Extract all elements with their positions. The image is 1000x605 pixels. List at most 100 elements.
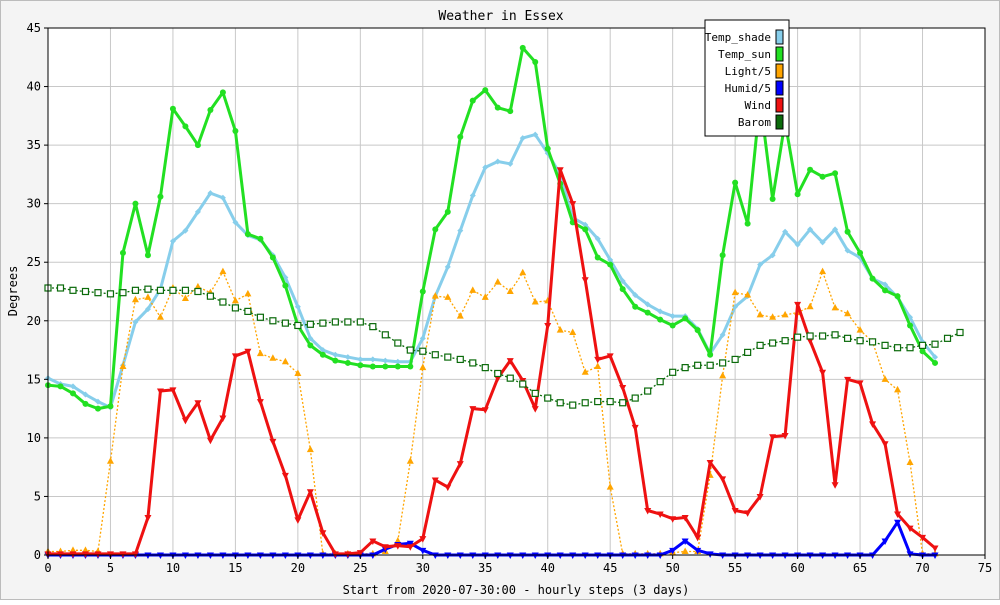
wind-point <box>494 375 502 383</box>
humid-5-point <box>831 552 839 559</box>
barom-point <box>731 355 739 364</box>
barom-point <box>281 319 289 327</box>
temp-sun-point <box>444 208 451 215</box>
barom-point <box>431 351 439 359</box>
temp-sun-point <box>457 133 464 140</box>
light-5-point <box>431 292 439 299</box>
legend-label-humid-5: Humid/5 <box>725 82 771 95</box>
barom-point <box>269 317 277 325</box>
series-barom <box>44 284 964 409</box>
humid-5-point <box>619 552 627 559</box>
barom-point <box>681 364 689 372</box>
light-5-point <box>844 309 852 317</box>
x-axis-ticks: 0 5 10 15 20 25 30 35 40 45 50 55 60 65 70 75 <box>44 555 992 575</box>
temp-shade-point <box>532 131 539 138</box>
wind-point <box>181 417 189 425</box>
temp-shade-point <box>207 190 214 197</box>
light-5-point <box>731 288 739 296</box>
barom-point <box>856 337 864 345</box>
humid-5-point <box>819 552 827 559</box>
temp-sun-point <box>482 87 489 94</box>
temp-sun-point <box>594 254 601 261</box>
wind-point <box>931 545 939 552</box>
barom-point <box>931 340 939 348</box>
wind-point <box>244 348 252 356</box>
y-tick-label: 5 <box>34 489 41 503</box>
wind-point <box>556 167 564 174</box>
temp-sun-point <box>132 200 139 207</box>
x-tick-label: 35 <box>478 561 492 575</box>
temp-shade-point <box>319 347 326 354</box>
barom-point <box>506 374 514 382</box>
light-5-point <box>281 357 289 365</box>
humid-5-point <box>306 552 314 559</box>
temp-sun-point <box>644 309 651 316</box>
wind-point <box>444 484 452 492</box>
wind-point <box>469 406 477 413</box>
light-5-point <box>881 375 889 382</box>
wind-point <box>919 534 927 542</box>
temp-shade-point <box>657 308 664 315</box>
barom-point <box>631 394 639 402</box>
temp-sun-point <box>282 282 289 289</box>
light-5-point <box>81 546 89 553</box>
humid-5-point <box>444 552 452 559</box>
humid-5-point <box>494 552 502 559</box>
barom-point <box>769 339 777 347</box>
x-tick-label: 75 <box>978 561 992 575</box>
x-axis-label: Start from 2020-07-30:00 - hourly steps … <box>343 583 690 597</box>
light-5-point <box>481 293 489 300</box>
wind-point <box>431 477 439 485</box>
temp-sun-point <box>719 252 726 259</box>
barom-point <box>381 331 389 339</box>
temp-sun-point <box>257 235 264 242</box>
x-tick-label: 15 <box>228 561 242 575</box>
temp-shade-point <box>619 277 626 284</box>
barom-point <box>544 394 552 402</box>
light-5-point <box>419 363 427 371</box>
light-5-point <box>406 457 414 464</box>
wind-point <box>156 388 164 396</box>
wind-point <box>531 406 539 413</box>
wind-point <box>794 301 802 309</box>
temp-shade-point <box>94 398 101 405</box>
wind-point <box>894 511 902 519</box>
temp-sun-point <box>157 193 164 200</box>
y-tick-label: 30 <box>27 197 41 211</box>
humid-5-point <box>519 552 527 559</box>
barom-point <box>456 355 464 364</box>
humid-5-point <box>894 519 902 527</box>
wind-point <box>456 461 464 468</box>
temp-sun-point <box>332 357 339 364</box>
temp-sun-point <box>544 145 551 152</box>
temp-sun-point <box>732 179 739 186</box>
legend-label-wind: Wind <box>745 99 772 112</box>
barom-point <box>744 348 752 356</box>
barom-point <box>594 397 602 406</box>
temp-shade-point <box>394 358 401 365</box>
temp-shade-point <box>644 301 651 308</box>
temp-sun-point <box>794 191 801 198</box>
wind-point <box>806 338 814 345</box>
barom-point <box>219 298 227 306</box>
barom-point <box>868 338 877 346</box>
temp-sun-point <box>369 363 376 370</box>
x-tick-label: 70 <box>915 561 929 575</box>
barom-point <box>331 318 339 326</box>
light-5-line <box>48 270 936 555</box>
legend-label-temp-sun: Temp_sun <box>718 48 771 61</box>
humid-5-point <box>769 552 777 559</box>
temp-shade-point <box>594 235 601 242</box>
x-tick-label: 45 <box>603 561 617 575</box>
temp-sun-point <box>432 226 439 233</box>
temp-sun-point <box>907 322 914 329</box>
temp-sun-point <box>169 105 176 112</box>
legend-swatch-barom <box>775 114 784 130</box>
light-5-point <box>219 267 227 275</box>
temp-shade-point <box>444 263 451 270</box>
temp-sun-point <box>94 405 101 412</box>
legend-label-light-5: Light/5 <box>725 65 771 78</box>
light-5-point <box>156 313 164 320</box>
temp-sun-point <box>119 249 126 256</box>
wind-point <box>569 201 577 208</box>
